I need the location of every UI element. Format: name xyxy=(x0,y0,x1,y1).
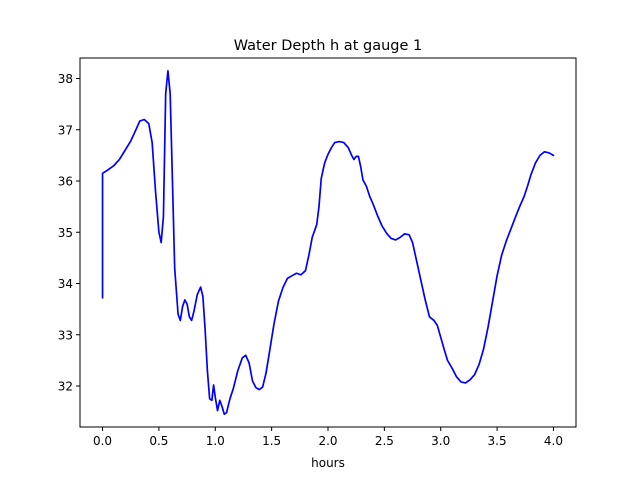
x-tick-label: 2.0 xyxy=(318,434,337,448)
x-axis: 0.0 0.5 1.0 1.5 2.0 2.5 3.0 3.5 4.0 xyxy=(93,427,563,448)
y-tick-label: 32 xyxy=(58,380,73,394)
x-tick-label: 1.5 xyxy=(262,434,281,448)
y-tick-label: 34 xyxy=(58,277,73,291)
y-tick-label: 36 xyxy=(58,175,73,189)
y-tick-label: 37 xyxy=(58,123,73,137)
x-tick-label: 1.0 xyxy=(206,434,225,448)
x-tick-label: 4.0 xyxy=(544,434,563,448)
y-tick-label: 33 xyxy=(58,328,73,342)
x-tick-label: 2.5 xyxy=(375,434,394,448)
x-tick-label: 0.0 xyxy=(93,434,112,448)
y-tick-label: 35 xyxy=(58,226,73,240)
x-tick-label: 0.5 xyxy=(149,434,168,448)
y-tick-label: 38 xyxy=(58,72,73,86)
chart-title: Water Depth h at gauge 1 xyxy=(234,38,422,54)
y-axis: 32 33 34 35 36 37 38 xyxy=(58,72,80,394)
plot-area xyxy=(101,69,555,416)
series-line-1 xyxy=(101,69,555,416)
x-tick-label: 3.5 xyxy=(488,434,507,448)
x-tick-label: 3.0 xyxy=(431,434,450,448)
x-axis-label: hours xyxy=(311,456,345,470)
